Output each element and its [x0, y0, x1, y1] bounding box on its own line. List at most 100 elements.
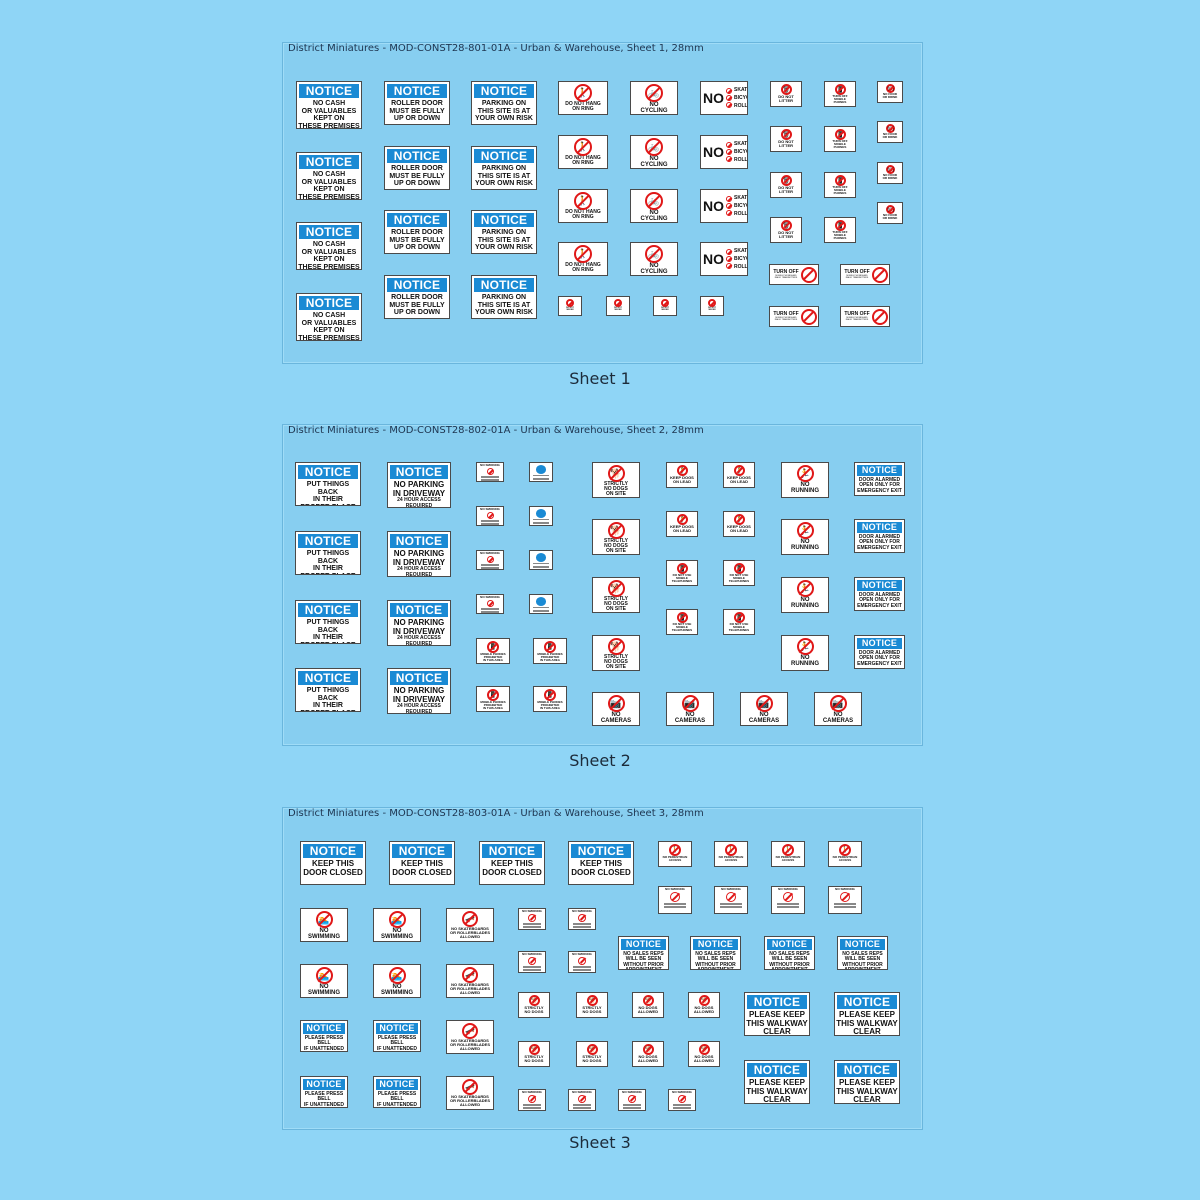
sign-no-smoking-3-1: NO SMOKING [714, 886, 748, 914]
fine-print-line [776, 903, 800, 905]
sign-no-sales-1: NOTICE NO SALES REPS WILL BE SEEN WITHOUT… [690, 936, 741, 970]
sign-text: NO CYCLING [640, 263, 668, 275]
notice-header: NOTICE [390, 603, 448, 617]
sign-no-smoking-3-3: NO SMOKING [828, 886, 862, 914]
no-smoking-icon [486, 468, 494, 475]
notice-text: ROLLER DOOR MUST BE FULLY UP OR DOWN [389, 229, 445, 252]
sign-text: NO CYCLING [640, 210, 668, 222]
pictogram-glyph: 📱 [735, 566, 743, 572]
pictogram-glyph: 📱 [546, 692, 554, 699]
notice-subtext: 24 HOUR ACCESS REQUIRED [397, 635, 441, 646]
sign-keep-walkway-a0: NOTICE PLEASE KEEP THIS WALKWAY CLEAR [744, 992, 810, 1036]
fine-print-line [533, 522, 549, 525]
notice-header: NOTICE [376, 1023, 418, 1034]
sign-parking-1: NOTICE PARKING ON THIS SITE IS AT YOUR OW… [471, 146, 537, 190]
fine-print-line [533, 566, 549, 569]
pictogram-glyph: 🐕 [644, 1047, 652, 1053]
pictogram-glyph: 🍽 [887, 166, 894, 173]
prohibition-icon: 🏃 [796, 580, 814, 597]
no-smoking-icon [528, 957, 536, 965]
pictogram-glyph: 🏃 [799, 583, 811, 593]
sign-text: NO SWIMMING [308, 928, 340, 940]
fine-print-line [533, 478, 549, 481]
notice-text: DOOR ALARMED OPEN ONLY FOR EMERGENCY EXI… [857, 477, 902, 494]
pictogram-glyph: 🚶 [784, 847, 792, 854]
fine-print-line [622, 1104, 642, 1106]
notice-header: NOTICE [857, 580, 902, 591]
sign-no-smoking-3c-1: NO SMOKING [568, 951, 596, 973]
prohibition-icon: 🛹 [462, 1023, 478, 1039]
pictogram-glyph: 🐕 [644, 998, 652, 1004]
pictogram-glyph: 🐕 [610, 583, 622, 593]
prohibition-icon: 🐕 [586, 1044, 598, 1055]
sign-text-column: TURN OFF MOBILE PHONES AND RADIO TRANSMIT… [842, 270, 872, 280]
notice-header: NOTICE [482, 844, 542, 858]
sign-skateboards-0: NO SKATEBOARDS BICYCLES ROLLERBLADES [700, 81, 748, 115]
sign-text: NO RUNNING [791, 655, 819, 667]
sign-text: NO CYCLING [640, 156, 668, 168]
pictogram-glyph: 🏊 [391, 914, 403, 924]
pictogram-glyph: 📷 [832, 698, 844, 708]
sign-turn-off-2: TURN OFF MOBILE PHONES AND RADIO TRANSMIT… [769, 306, 819, 327]
sign-text: DO NOT LITTER [778, 185, 794, 194]
notice-text: NO CASH OR VALUABLES KEPT ON THESE PREMI… [298, 241, 360, 270]
sign-text: DO NOT USE MOBILE TELEPHONES [728, 622, 750, 632]
sign-text-column: TURN OFF MOBILE PHONES AND RADIO TRANSMIT… [842, 312, 872, 322]
notice-header: NOTICE [298, 465, 358, 479]
prohibition-icon: 📱 [676, 612, 688, 623]
prohibition-icon: 🏊 [315, 967, 333, 984]
pictogram-glyph: 🚲 [648, 87, 660, 98]
sign-text: STRICTLY NO DOGS ON SITE [604, 538, 628, 554]
prohibition-icon: 🏊 [388, 911, 406, 928]
prohibition-icon: 🛹 [462, 967, 478, 983]
no-smoking-icon [678, 1095, 686, 1103]
sign-header: NO SMOKING [480, 463, 500, 467]
notice-text: PARKING ON THIS SITE IS AT YOUR OWN RISK [475, 294, 533, 317]
sign-no-swimming-a0: 🏊 NO SWIMMING [300, 908, 348, 942]
sign-header: NO SMOKING [522, 952, 542, 956]
sign-mobile-prohibited-a0: 📱 MOBILE PHONES PROHIBITED IN THIS AREA [476, 638, 510, 664]
notice-text: ROLLER DOOR MUST BE FULLY UP OR DOWN [389, 294, 445, 317]
fine-print-line [672, 1107, 692, 1109]
pictogram-glyph: 🚲 [648, 141, 660, 152]
sign-no-label: NO [703, 144, 724, 160]
sign-no-cycling-3: 🚲 NO CYCLING [630, 242, 678, 276]
sign-parking-0: NOTICE PARKING ON THIS SITE IS AT YOUR OW… [471, 81, 537, 125]
sign-keep-door-closed-3: NOTICE KEEP THIS DOOR CLOSED [568, 841, 634, 885]
sign-header: NO SMOKING [522, 909, 542, 913]
notice-header: NOTICE [303, 1079, 345, 1090]
sign-text: NO RUNNING [791, 597, 819, 609]
sign-text: NO CYCLING [640, 102, 668, 114]
notice-text: PLEASE KEEP THIS WALKWAY CLEAR [746, 1010, 808, 1036]
sign-header: NO SMOKING [480, 507, 500, 511]
sign-no-skate-allowed-0: 🛹 NO SKATEBOARDS OR ROLLERBLADES ALLOWED [446, 908, 494, 942]
notice-text: PLEASE PRESS BELL IF UNATTENDED [304, 1035, 344, 1052]
sign-skateboards-2: NO SKATEBOARDS BICYCLES ROLLERBLADES [700, 189, 748, 223]
sign-no-cash-3: NOTICE NO CASH OR VALUABLES KEPT ON THESE… [296, 293, 362, 341]
no-smoking-icon [578, 957, 586, 965]
sign-turn-off-0: TURN OFF MOBILE PHONES AND RADIO TRANSMIT… [769, 264, 819, 285]
fine-print-line [522, 966, 542, 968]
pictogram-glyph: 🧍 [678, 468, 686, 474]
sign-no-parking-1: NOTICE NO PARKING IN DRIVEWAY 24 HOUR ACCE… [387, 531, 451, 577]
sign-keep-dogs-b1: 🧍 KEEP DOGS ON LEAD [723, 511, 755, 537]
prohibition-icon: 📷 [829, 695, 847, 712]
notice-text: NO SALES REPS WILL BE SEEN WITHOUT PRIOR… [695, 951, 736, 969]
notice-header: NOTICE [303, 844, 363, 858]
notice-text: NO SALES REPS WILL BE SEEN WITHOUT PRIOR… [623, 951, 664, 969]
sign-no-food-2: 🍽 NO FOOD OR DRINK [877, 162, 903, 184]
sign-text: NO PEDESTRIAN ACCESS [775, 855, 801, 862]
sign-no-cash-2: NOTICE NO CASH OR VALUABLES KEPT ON THESE… [296, 222, 362, 270]
pictogram-glyph: 🛹 [465, 1026, 475, 1036]
mandatory-icon [536, 597, 546, 606]
prohibition-icon: 🚶 [574, 245, 592, 263]
fine-print-line [719, 906, 743, 908]
fine-print-line [480, 523, 500, 525]
sign-text: TURN OFF MOBILE PHONES [832, 94, 848, 104]
sign-text: NO FOOD OR DRINK [882, 132, 898, 139]
notice-text: DOOR ALARMED OPEN ONLY FOR EMERGENCY EXI… [857, 592, 902, 609]
notice-subtext: 24 HOUR ACCESS REQUIRED [397, 497, 441, 508]
prohibition-icon: 🗑 [780, 175, 792, 186]
prohibition-icon [566, 299, 574, 307]
no-smoking-icon [578, 1095, 586, 1103]
